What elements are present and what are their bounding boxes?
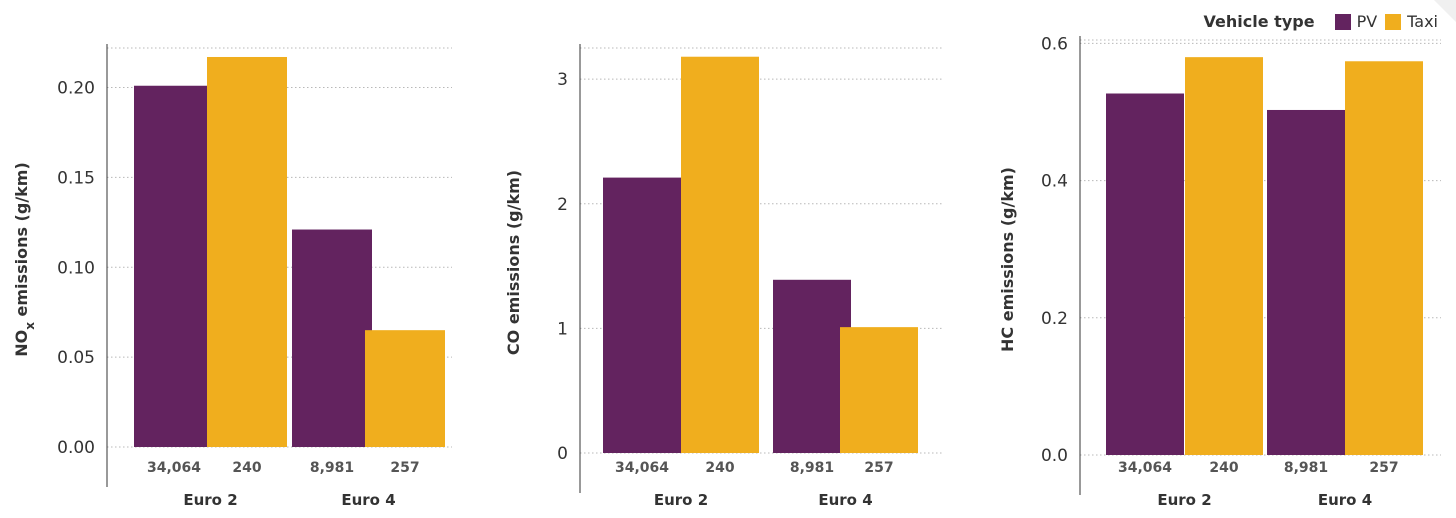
legend-title: Vehicle type — [1203, 12, 1315, 31]
chart2-sample-count: 257 — [864, 460, 893, 476]
chart2-ytick-label: 1 — [557, 319, 568, 339]
chart1-sample-count: 34,064 — [147, 460, 201, 476]
chart2-bar-euro2-pv — [603, 177, 681, 453]
legend-swatch-taxi — [1385, 13, 1402, 30]
chart1-ytick-label: 0.10 — [57, 258, 95, 278]
chart3-bar-euro4-pv — [1267, 109, 1345, 455]
chart1-x-category-label: Euro 4 — [341, 491, 395, 509]
chart3-bar-euro4-taxi — [1345, 61, 1423, 455]
chart1-x-category-label: Euro 2 — [183, 491, 237, 509]
chart2-y-axis-label: CO emissions (g/km) — [504, 170, 523, 355]
chart2-bar-euro2-taxi — [681, 56, 759, 453]
chart3-bar-euro2-taxi — [1185, 57, 1263, 455]
chart3-x-category-label: Euro 4 — [1318, 491, 1372, 509]
chart1-ytick-label: 0.00 — [57, 438, 95, 458]
chart2-x-category-label: Euro 2 — [654, 491, 708, 509]
legend-item-pv: PV — [1334, 12, 1378, 31]
chart2-x-category-label: Euro 4 — [818, 491, 872, 509]
chart1-sample-count: 257 — [390, 460, 419, 476]
chart1-bar-euro2-pv — [134, 85, 214, 448]
chart2-sample-count: 34,064 — [615, 460, 669, 476]
chart1-bar-euro2-taxi — [207, 56, 287, 448]
chart3-x-category-label: Euro 2 — [1157, 491, 1211, 509]
chart1-ytick-label: 0.05 — [57, 348, 95, 368]
chart2-sample-count: 240 — [705, 460, 734, 476]
chart3-ytick-label: 0.4 — [1041, 172, 1068, 192]
chart2-ytick-label: 2 — [557, 195, 568, 215]
chart3-sample-count: 240 — [1209, 460, 1238, 476]
chart2-bar-euro4-taxi — [840, 327, 918, 453]
chart2-sample-count: 8,981 — [790, 460, 834, 476]
chart3-sample-count: 34,064 — [1118, 460, 1172, 476]
chart1-sample-count: 8,981 — [310, 460, 354, 476]
chart3-sample-count: 257 — [1369, 460, 1398, 476]
chart1-bar-euro4-pv — [292, 229, 372, 447]
legend-label-taxi: Taxi — [1407, 12, 1438, 31]
legend: Vehicle type PV Taxi — [1204, 12, 1438, 31]
chart2-ytick-label: 3 — [557, 70, 568, 90]
legend-label-pv: PV — [1356, 12, 1378, 31]
legend-item-taxi: Taxi — [1385, 12, 1438, 31]
legend-swatch-pv — [1334, 13, 1351, 30]
chart3-ytick-label: 0.2 — [1041, 309, 1068, 329]
chart3-ytick-label: 0.0 — [1041, 446, 1068, 466]
page-corner — [1434, 0, 1456, 22]
chart3-y-axis-label: HC emissions (g/km) — [998, 167, 1017, 352]
chart2-bar-euro4-pv — [773, 279, 851, 453]
chart1-ytick-label: 0.15 — [57, 168, 95, 188]
chart1-bar-euro4-taxi — [365, 330, 445, 447]
chart1-y-axis-label: NOx emissions (g/km) — [12, 162, 37, 357]
chart1-sample-count: 240 — [232, 460, 261, 476]
chart2-ytick-label: 0 — [557, 444, 568, 464]
chart3-bar-euro2-pv — [1106, 93, 1184, 455]
chart3-sample-count: 8,981 — [1284, 460, 1328, 476]
chart3-ytick-label: 0.6 — [1041, 34, 1068, 54]
chart1-ytick-label: 0.20 — [57, 79, 95, 99]
